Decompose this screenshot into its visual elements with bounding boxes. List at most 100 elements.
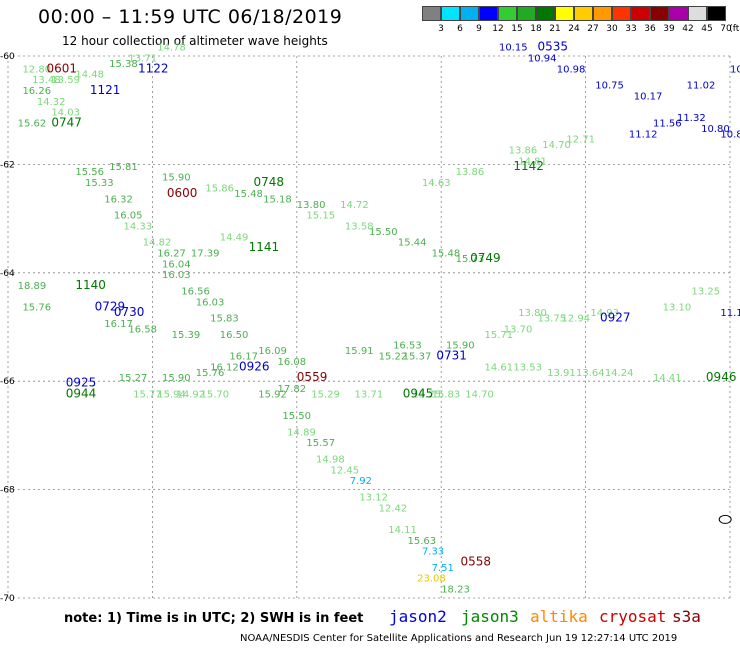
pass-time-label: 0731 [436,349,467,363]
wave-height-value: 16.50 [220,330,249,341]
wave-height-value: 15.38 [109,59,138,70]
wave-height-value: 12.94 [562,314,591,325]
scale-label: 24 [568,24,580,34]
wave-height-value: 15.90 [162,173,191,184]
wave-height-value: 15.48 [432,249,461,260]
scale-label: 6 [457,24,463,34]
scale-swatch [669,6,688,21]
wave-height-value: 13.70 [504,324,533,335]
pass-time-label: 0926 [239,359,270,373]
scale-swatch [460,6,479,21]
pass-time-label: 1122 [138,61,169,75]
scale-swatch [574,6,593,21]
pass-time-label: 0748 [253,175,284,189]
wave-height-value: 10.17 [634,91,663,102]
pass-time-label: 1121 [90,83,121,97]
scale-swatch [517,6,536,21]
legend-altika: altika [530,607,588,626]
wave-height-value: 13.10 [663,303,692,314]
wave-height-value: 15.15 [306,211,335,222]
wave-height-value: 16.27 [157,249,186,260]
wave-height-value: 15.18 [263,194,292,205]
wave-height-value: 14.89 [287,427,316,438]
pass-time-label: 0925 [66,376,97,390]
scale-label: 21 [549,24,561,34]
scale-label: 9 [476,24,482,34]
wave-height-value: 15.50 [282,411,311,422]
wave-height-value: 12.42 [379,503,408,514]
pass-time-label: 0601 [47,61,78,75]
wave-height-value: 16.17 [229,352,258,363]
wave-height-value: 14.48 [75,70,104,81]
scale-label: 12 [492,24,504,34]
graticule [7,55,731,599]
scale-swatch [498,6,517,21]
wave-height-value: 16.56 [181,286,210,297]
pass-time-label: 0559 [297,370,328,384]
wave-height-value: 16.12 [210,362,239,373]
wave-height-value: 18.23 [441,585,470,596]
wave-height-value: 15.83 [432,389,461,400]
wave-height-value: 15.76 [22,303,51,314]
wave-height-value: 15.56 [75,167,104,178]
wave-height-value: 14.61 [485,362,514,373]
wave-height-value: 14.70 [465,389,494,400]
wave-height-value: 14.41 [653,373,682,384]
wave-height-value: 13.59 [51,75,80,86]
lat-tick-label: -60 [0,52,15,62]
wave-height-value: 17.82 [278,384,307,395]
scale-swatch [650,6,669,21]
wave-height-value: 16.32 [104,194,133,205]
scale-swatch [707,6,726,21]
wave-height-value: 16.53 [393,341,422,352]
map-subtitle: 12 hour collection of altimeter wave hei… [62,34,328,48]
pass-time-label: 1142 [513,159,544,173]
pass-time-label: 1140 [75,278,106,292]
wave-height-value: 13.91 [547,368,576,379]
wave-height-value: 23.08 [417,574,446,585]
wave-height-value: 18.89 [18,281,47,292]
scale-label: 15 [511,24,523,34]
wave-height-value: 14.63 [422,178,451,189]
credit-line: NOAA/NESDIS Center for Satellite Applica… [240,633,678,644]
lat-tick-label: -64 [0,269,15,279]
wave-height-value: 16.05 [114,211,143,222]
legend-jason3: jason3 [461,607,519,626]
wave-height-value: 13.86 [509,146,538,157]
wave-height-value: 14.03 [51,108,80,119]
wave-height-value: 15.25 [412,389,441,400]
wave-height-value: 11.12 [629,129,658,140]
scale-label: 18 [530,24,542,34]
legend-jason2: jason2 [389,607,447,626]
wave-height-value: 14.92 [176,389,205,400]
wave-height-value: 15.27 [119,373,148,384]
observations-layer: 12.8013.4813.5914.4814.7813.7115.3816.26… [18,43,740,596]
lat-tick-label: -62 [0,160,15,170]
scale-swatch [441,6,460,21]
pass-time-label: 0749 [470,251,501,265]
wave-height-value: 13.80 [297,200,326,211]
wave-height-value: 14.11 [388,525,417,536]
wave-height-value: 15.62 [18,118,47,129]
scale-label: 39 [663,24,675,34]
wave-height-value: 14.49 [220,232,249,243]
wave-height-value: 12.80 [22,64,51,75]
scale-label: 30 [606,24,618,34]
wave-height-value: 14.98 [316,455,345,466]
pass-time-label: 1141 [249,240,280,254]
wave-height-value: 15.63 [408,536,437,547]
axis-ticks: -105-102-99-96-93-90-60-62-64-66-68-70 [0,52,15,604]
wave-height-value: 12.45 [330,465,359,476]
wave-height-value: 11.32 [677,113,706,124]
wave-height-value: 16.26 [22,86,51,97]
wave-height-value: 15.50 [369,227,398,238]
wave-height-value: 10.80 [701,124,730,135]
wave-height-value: 7.51 [432,563,454,574]
wave-height-value: 13.58 [345,221,374,232]
wave-height-value: 15.81 [109,162,138,173]
wave-height-value: 13.71 [128,53,157,64]
wave-height-value: 15.29 [311,389,340,400]
wave-height-value: 14.93 [590,308,619,319]
wave-height-value: 15.22 [379,352,408,363]
scale-label: 33 [625,24,637,34]
